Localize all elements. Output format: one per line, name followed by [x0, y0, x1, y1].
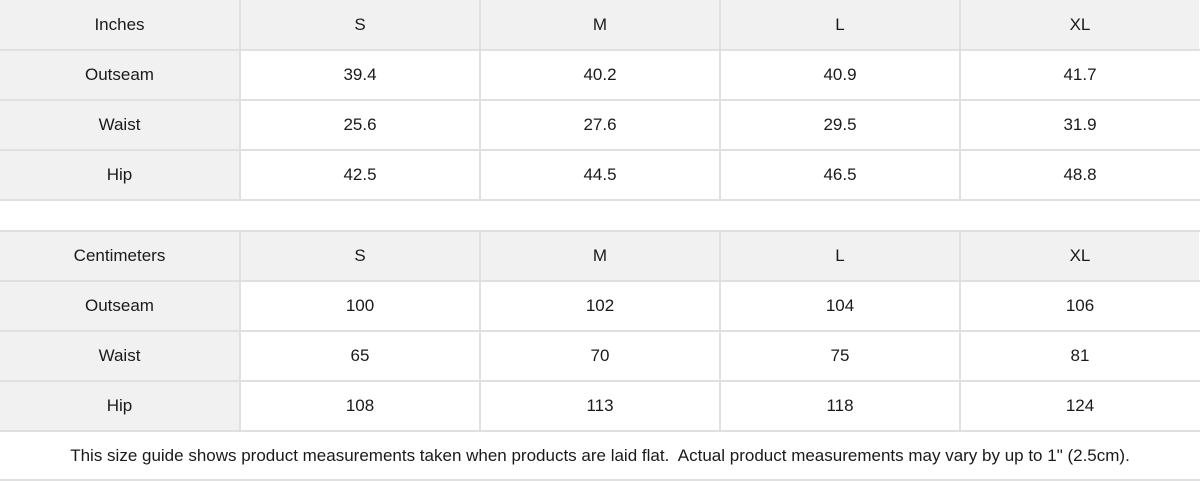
value-cell: 46.5	[719, 149, 961, 201]
inches-outseam-row: Outseam 39.4 40.2 40.9 41.7	[0, 49, 1200, 101]
value-cell: 100	[239, 280, 481, 332]
value-cell: 27.6	[479, 99, 721, 151]
inches-hip-row: Hip 42.5 44.5 46.5 48.8	[0, 149, 1200, 201]
measure-label: Hip	[0, 380, 241, 432]
value-cell: 70	[479, 330, 721, 382]
value-cell: 106	[959, 280, 1200, 332]
measure-label: Outseam	[0, 49, 241, 101]
value-cell: 113	[479, 380, 721, 432]
unit-header-centimeters: Centimeters	[0, 230, 241, 282]
value-cell: 31.9	[959, 99, 1200, 151]
value-cell: 39.4	[239, 49, 481, 101]
centimeters-hip-row: Hip 108 113 118 124	[0, 380, 1200, 432]
centimeters-waist-row: Waist 65 70 75 81	[0, 330, 1200, 382]
measure-label: Waist	[0, 330, 241, 382]
value-cell: 48.8	[959, 149, 1200, 201]
value-cell: 40.9	[719, 49, 961, 101]
measure-label: Waist	[0, 99, 241, 151]
inches-waist-row: Waist 25.6 27.6 29.5 31.9	[0, 99, 1200, 151]
value-cell: 124	[959, 380, 1200, 432]
centimeters-outseam-row: Outseam 100 102 104 106	[0, 280, 1200, 332]
spacer-cell	[0, 199, 1200, 232]
value-cell: 81	[959, 330, 1200, 382]
centimeters-header-row: Centimeters S M L XL	[0, 230, 1200, 282]
value-cell: 42.5	[239, 149, 481, 201]
footer-note: This size guide shows product measuremen…	[0, 430, 1200, 481]
inches-header-row: Inches S M L XL	[0, 0, 1200, 51]
measure-label: Hip	[0, 149, 241, 201]
size-header-xl: XL	[959, 230, 1200, 282]
value-cell: 75	[719, 330, 961, 382]
footer-row: This size guide shows product measuremen…	[0, 430, 1200, 481]
value-cell: 40.2	[479, 49, 721, 101]
value-cell: 65	[239, 330, 481, 382]
value-cell: 25.6	[239, 99, 481, 151]
size-header-m: M	[479, 0, 721, 51]
size-header-s: S	[239, 230, 481, 282]
size-header-l: L	[719, 0, 961, 51]
measure-label: Outseam	[0, 280, 241, 332]
value-cell: 29.5	[719, 99, 961, 151]
value-cell: 104	[719, 280, 961, 332]
size-header-s: S	[239, 0, 481, 51]
value-cell: 41.7	[959, 49, 1200, 101]
size-header-l: L	[719, 230, 961, 282]
spacer-row	[0, 199, 1200, 232]
value-cell: 44.5	[479, 149, 721, 201]
value-cell: 102	[479, 280, 721, 332]
size-header-m: M	[479, 230, 721, 282]
unit-header-inches: Inches	[0, 0, 241, 51]
value-cell: 108	[239, 380, 481, 432]
size-header-xl: XL	[959, 0, 1200, 51]
value-cell: 118	[719, 380, 961, 432]
